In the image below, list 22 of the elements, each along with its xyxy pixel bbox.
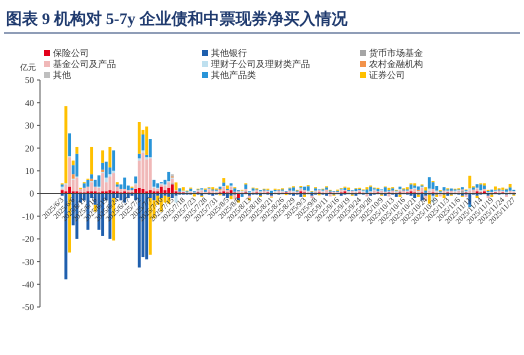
y-tick-label: -10: [22, 211, 34, 222]
y-tick-label: 40: [25, 98, 34, 108]
y-tick-label: 10: [25, 166, 34, 176]
y-tick-label: -40: [22, 279, 34, 290]
legend-label: 其他银行: [211, 48, 247, 58]
chart-title: 图表 9 机构对 5-7y 企业债和中票现券净买入情况: [6, 10, 348, 28]
legend-label: 其他: [53, 70, 71, 80]
legend-label: 证券公司: [369, 70, 405, 80]
legend-label: 农村金融机构: [369, 59, 423, 69]
y-tick-label: -50: [22, 302, 34, 312]
legend-label: 理财子公司及理财类产品: [211, 59, 310, 69]
legend-label: 保险公司: [53, 48, 89, 58]
y-tick-label: 0: [30, 188, 34, 199]
y-tick-label: -20: [22, 234, 34, 244]
y-tick-label: -30: [22, 256, 34, 267]
y-tick-label: 50: [25, 75, 34, 86]
legend-label: 基金公司及产品: [53, 59, 116, 69]
legend-label: 其他产品类: [211, 70, 256, 80]
y-axis-title: 亿元: [19, 63, 36, 72]
y-tick-label: 20: [25, 143, 34, 154]
y-tick-label: 30: [25, 120, 34, 131]
legend-label: 货币市场基金: [369, 48, 423, 58]
